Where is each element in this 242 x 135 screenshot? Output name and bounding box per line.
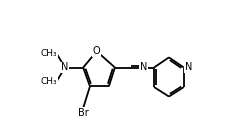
Text: Br: Br bbox=[78, 108, 89, 118]
Text: N: N bbox=[61, 63, 69, 72]
Text: CH₃: CH₃ bbox=[40, 77, 57, 85]
Text: O: O bbox=[93, 46, 100, 56]
Text: N: N bbox=[185, 63, 192, 72]
Text: CH₃: CH₃ bbox=[40, 50, 57, 58]
Text: N: N bbox=[140, 63, 147, 72]
